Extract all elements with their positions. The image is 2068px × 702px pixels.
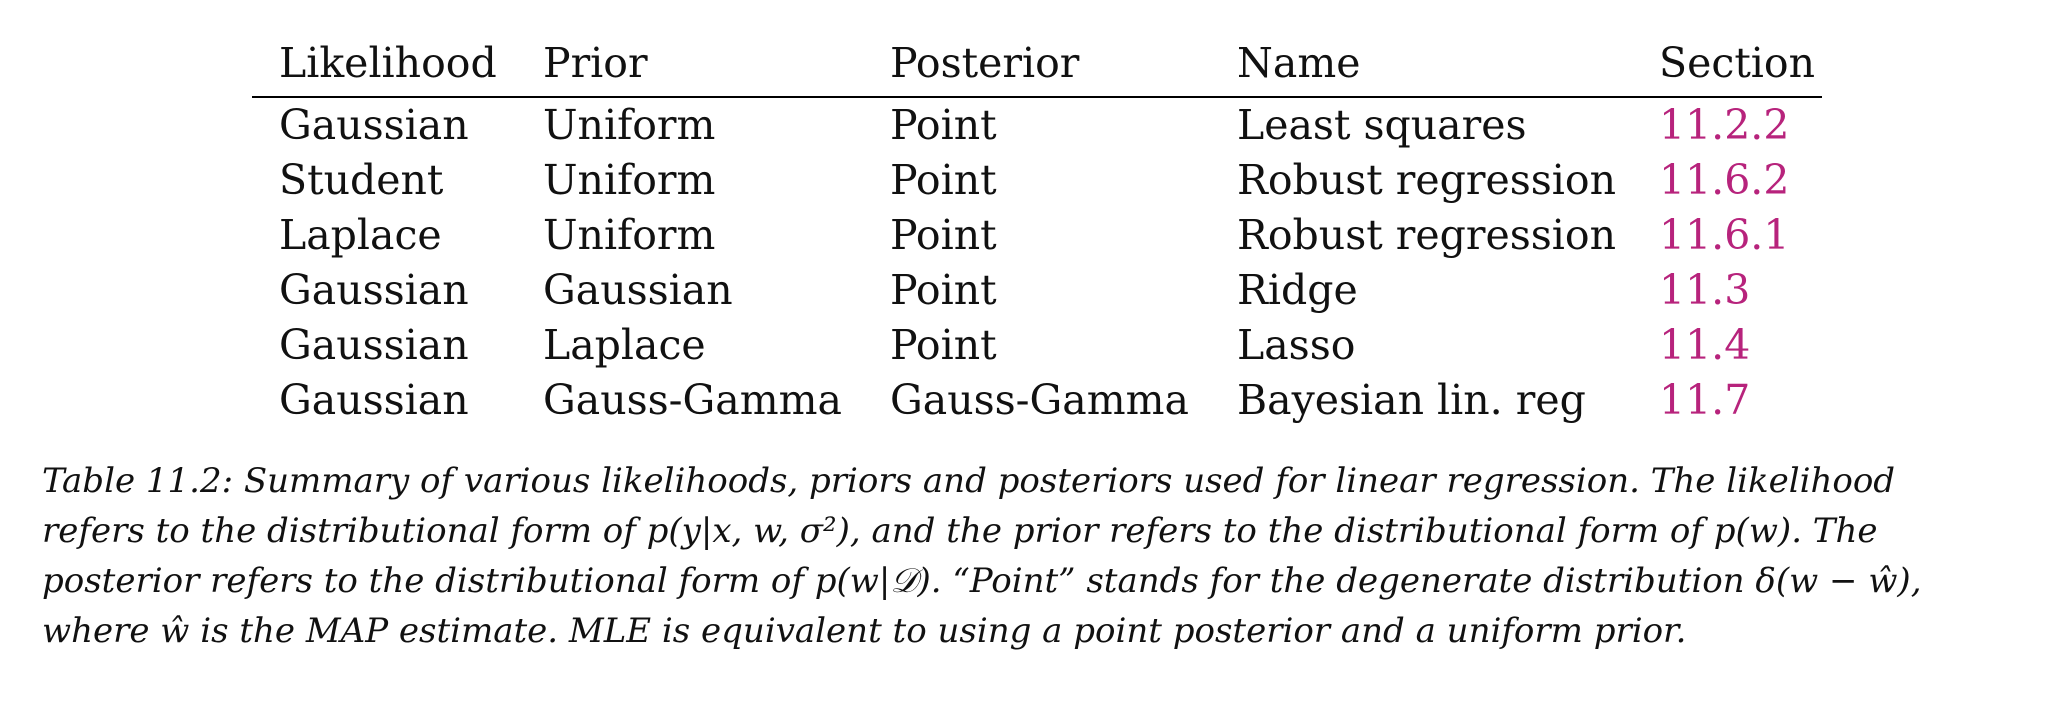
cell-prior: Uniform xyxy=(543,211,716,259)
cell-section: 11.6.1 xyxy=(1632,208,1822,263)
table-row: Gaussian Gaussian Point Ridge 11.3 xyxy=(252,263,1822,318)
cell-name: Least squares xyxy=(1237,101,1527,149)
header-posterior: Posterior xyxy=(863,30,1210,98)
cell-posterior: Point xyxy=(890,321,997,369)
table-caption: Table 11.2: Summary of various likelihoo… xyxy=(42,456,2032,656)
cell-posterior: Point xyxy=(890,266,997,314)
table-row: Gaussian Gauss-Gamma Gauss-Gamma Bayesia… xyxy=(252,373,1822,428)
cell-likelihood: Gaussian xyxy=(279,101,469,149)
cell-section: 11.4 xyxy=(1632,318,1822,373)
cell-name: Robust regression xyxy=(1237,156,1617,204)
cell-likelihood: Student xyxy=(279,156,444,204)
header-section: Section xyxy=(1632,30,1822,98)
cell-section: 11.3 xyxy=(1632,263,1822,318)
cell-prior: Uniform xyxy=(543,156,716,204)
cell-posterior: Point xyxy=(890,156,997,204)
cell-section: 11.7 xyxy=(1632,373,1822,428)
header-prior: Prior xyxy=(516,30,863,98)
caption-line: posterior refers to the distributional f… xyxy=(42,561,1922,601)
section-link[interactable]: 11.2.2 xyxy=(1659,101,1790,149)
caption-line: refers to the distributional form of p(y… xyxy=(42,511,1878,551)
header-likelihood: Likelihood xyxy=(252,30,516,98)
table-row: Laplace Uniform Point Robust regression … xyxy=(252,208,1822,263)
caption-line: Table 11.2: Summary of various likelihoo… xyxy=(42,461,1896,501)
cell-likelihood: Gaussian xyxy=(279,266,469,314)
cell-name: Bayesian lin. reg xyxy=(1237,376,1586,424)
section-link[interactable]: 11.7 xyxy=(1659,376,1751,424)
cell-prior: Gaussian xyxy=(543,266,733,314)
cell-posterior: Point xyxy=(890,101,997,149)
cell-prior: Laplace xyxy=(543,321,706,369)
table-row: Student Uniform Point Robust regression … xyxy=(252,153,1822,208)
table-header-row: Likelihood Prior Posterior Name Section xyxy=(252,30,1822,98)
section-link[interactable]: 11.3 xyxy=(1659,266,1751,314)
cell-posterior: Gauss-Gamma xyxy=(890,376,1189,424)
caption-line: where ŵ is the MAP estimate. MLE is equi… xyxy=(42,611,1687,651)
cell-section: 11.6.2 xyxy=(1632,153,1822,208)
cell-section: 11.2.2 xyxy=(1632,97,1822,153)
section-link[interactable]: 11.6.2 xyxy=(1659,156,1790,204)
cell-likelihood: Gaussian xyxy=(279,321,469,369)
cell-name: Robust regression xyxy=(1237,211,1617,259)
cell-likelihood: Laplace xyxy=(279,211,442,259)
header-name: Name xyxy=(1210,30,1632,98)
summary-table: Likelihood Prior Posterior Name Section … xyxy=(252,30,1822,428)
cell-posterior: Point xyxy=(890,211,997,259)
table-row: Gaussian Uniform Point Least squares 11.… xyxy=(252,97,1822,153)
cell-prior: Uniform xyxy=(543,101,716,149)
section-link[interactable]: 11.4 xyxy=(1659,321,1751,369)
section-link[interactable]: 11.6.1 xyxy=(1659,211,1790,259)
cell-name: Lasso xyxy=(1237,321,1356,369)
table-row: Gaussian Laplace Point Lasso 11.4 xyxy=(252,318,1822,373)
cell-likelihood: Gaussian xyxy=(279,376,469,424)
cell-name: Ridge xyxy=(1237,266,1358,314)
cell-prior: Gauss-Gamma xyxy=(543,376,842,424)
summary-table-container: Likelihood Prior Posterior Name Section … xyxy=(252,30,1822,428)
